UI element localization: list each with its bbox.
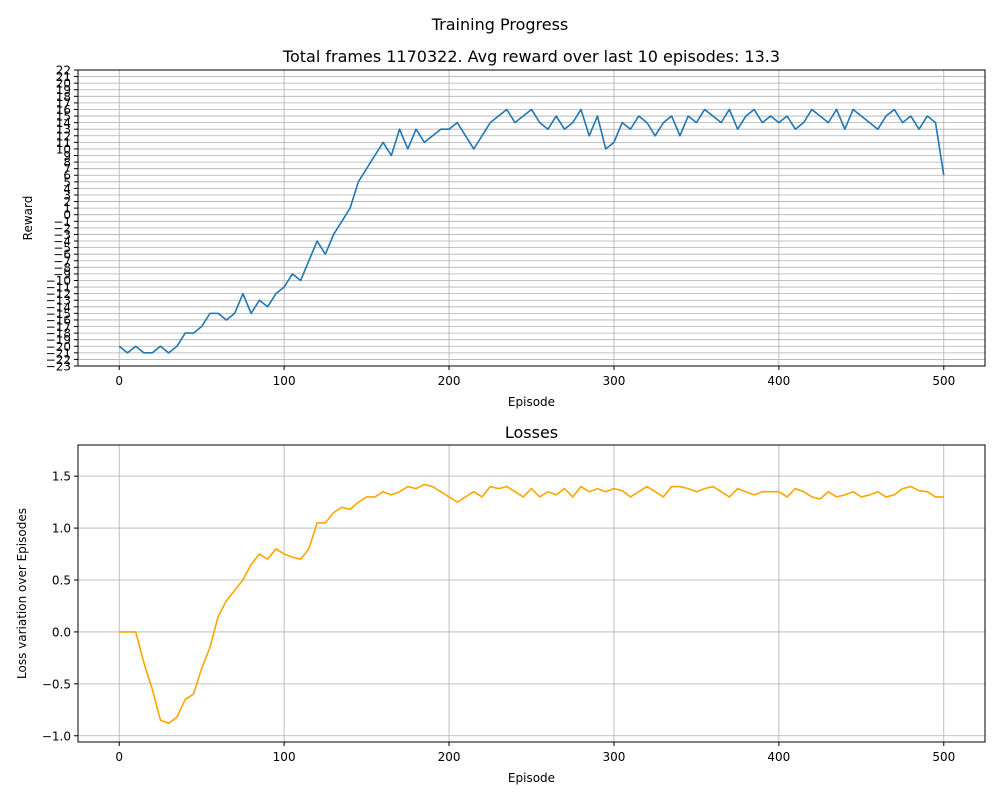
y-tick-label: −17 — [46, 320, 71, 334]
y-tick-label: −5 — [53, 241, 71, 255]
y-tick-label: 1.5 — [52, 470, 71, 484]
y-tick-label: −11 — [46, 281, 71, 295]
y-tick-label: 15 — [56, 110, 71, 124]
y-tick-label: −1.0 — [42, 729, 71, 743]
axes-frame — [77, 69, 986, 367]
x-tick-label: 300 — [603, 750, 626, 764]
y-tick-label: 8 — [63, 156, 71, 170]
y-tick-label: 19 — [56, 83, 71, 97]
y-tick-label: −1 — [53, 215, 71, 229]
y-tick-label: −8 — [53, 261, 71, 275]
y-tick-label: −7 — [53, 254, 71, 268]
x-tick-label: 100 — [273, 750, 296, 764]
y-tick-label: −0.5 — [42, 677, 71, 691]
y-tick-label: 12 — [56, 129, 71, 143]
x-tick-label: 0 — [115, 750, 123, 764]
y-tick-label: −2 — [53, 221, 71, 235]
y-tick-label: −20 — [46, 340, 71, 354]
y-tick-label: −23 — [46, 360, 71, 374]
y-tick-label: −15 — [46, 307, 71, 321]
y-tick-label: 6 — [63, 169, 71, 183]
y-tick-label: 21 — [56, 70, 71, 84]
y-tick-label: 3 — [63, 188, 71, 202]
y-tick-label: 1 — [63, 202, 71, 216]
x-axis-label: Episode — [508, 771, 555, 785]
y-tick-label: −16 — [46, 313, 71, 327]
y-tick-label: −18 — [46, 327, 71, 341]
x-tick-label: 500 — [932, 374, 955, 388]
y-tick-label: 14 — [56, 116, 71, 130]
losses-axes: 0 100 200 300 400 500 −1.0 −0.5 0.0 0.5 1.0 1.5 Loss… — [15, 423, 986, 785]
y-tick-label: −12 — [46, 287, 71, 301]
y-tick-label: 16 — [56, 103, 71, 117]
x-tick-label: 400 — [767, 750, 790, 764]
x-tick-label: 100 — [273, 374, 296, 388]
x-axis-label: Episode — [508, 395, 555, 409]
x-tick-label: 300 — [603, 374, 626, 388]
y-axis-label: Loss variation over Episodes — [15, 508, 29, 679]
y-tick-label: 7 — [63, 162, 71, 176]
y-axis-label: Reward — [21, 196, 35, 241]
y-tick-label: −19 — [46, 333, 71, 347]
y-tick-label: 13 — [56, 123, 71, 137]
x-tick-label: 200 — [438, 750, 461, 764]
x-tick-label: 0 — [115, 374, 123, 388]
series-line — [119, 483, 944, 725]
y-tick-label: −13 — [46, 294, 71, 308]
y-tick-label: 18 — [56, 90, 71, 104]
y-tick-label: −6 — [53, 248, 71, 262]
y-tick-label: 0 — [63, 208, 71, 222]
x-tick-label: 500 — [932, 750, 955, 764]
y-tick-label: 17 — [56, 96, 71, 110]
y-tick-label: 0.5 — [52, 574, 71, 588]
y-tick-label: 5 — [63, 175, 71, 189]
y-tick-label: 9 — [63, 149, 71, 163]
x-tick-label: 400 — [767, 374, 790, 388]
y-tick-label: 20 — [56, 77, 71, 91]
y-tick-label: −4 — [53, 235, 71, 249]
y-tick-label: −3 — [53, 228, 71, 242]
reward-axes: 0 100 200 300 400 500−23−22−21−20−19−18−17−16… — [21, 47, 986, 409]
axes-frame — [77, 444, 986, 743]
suptitle: Training Progress — [431, 15, 569, 34]
y-tick-label: 11 — [56, 136, 71, 150]
y-tick-label: 4 — [63, 182, 71, 196]
y-tick-label: −21 — [46, 346, 71, 360]
y-tick-label: 10 — [56, 142, 71, 156]
y-tick-label: 1.0 — [52, 522, 71, 536]
series-line — [118, 108, 945, 354]
y-tick-label: −14 — [46, 300, 71, 314]
y-tick-label: 2 — [63, 195, 71, 209]
y-tick-label: 0.0 — [52, 625, 71, 639]
axes-title: Total frames 1170322. Avg reward over la… — [282, 47, 780, 66]
y-tick-label: −22 — [46, 353, 71, 367]
x-tick-label: 200 — [438, 374, 461, 388]
axes-title: Losses — [505, 423, 558, 442]
y-tick-label: −10 — [46, 274, 71, 288]
y-tick-label: −9 — [53, 267, 71, 281]
y-tick-label: 22 — [56, 64, 71, 78]
